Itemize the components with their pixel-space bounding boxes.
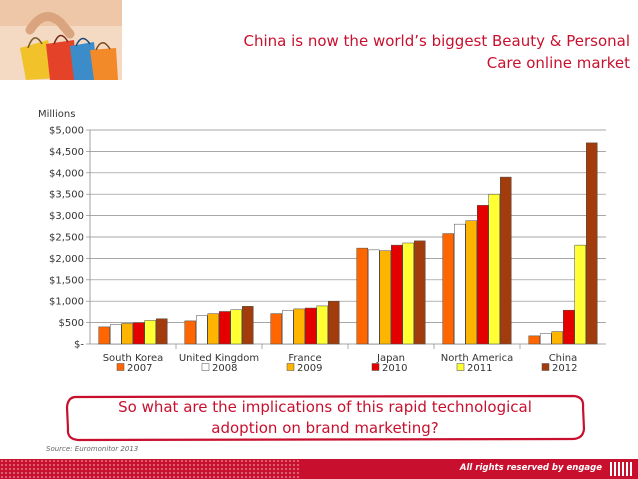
source-note: Source: Euromonitor 2013 <box>46 445 139 453</box>
bar <box>551 331 563 345</box>
callout-box <box>65 394 586 442</box>
bar <box>563 309 575 345</box>
x-tick-label: China <box>549 353 578 364</box>
page-title: China is now the world’s biggest Beauty … <box>160 30 630 74</box>
bars <box>98 142 598 345</box>
legend-label: 2009 <box>297 363 322 374</box>
bar <box>230 309 242 345</box>
bar <box>328 300 340 345</box>
x-tick-label: North America <box>441 353 513 364</box>
x-tick-label: South Korea <box>103 353 164 364</box>
bar <box>368 249 380 345</box>
y-tick-label: $500 <box>59 318 84 329</box>
legend: 2007 2008 2009 2010 2011 2012 <box>116 363 577 374</box>
bar <box>454 223 466 345</box>
y-tick-label: $2,000 <box>49 254 84 265</box>
bar <box>98 326 110 345</box>
bar <box>156 318 168 345</box>
bar <box>465 220 477 345</box>
legend-label: 2012 <box>552 363 577 374</box>
bar <box>391 244 403 345</box>
y-axis-ticks: $- $500 $1,000 $1,500 $2,000 $2,500 $3,000 $3,5… <box>49 126 84 351</box>
gridlines <box>86 129 606 349</box>
bar <box>356 247 368 345</box>
bar <box>574 244 586 345</box>
title-line-1: China is now the world’s biggest Beauty … <box>243 32 630 50</box>
footer-text: All rights reserved by engage <box>459 463 602 473</box>
legend-swatch <box>371 363 380 371</box>
legend-swatch <box>286 363 295 371</box>
footer-dot-pattern <box>0 459 300 479</box>
x-tick-label: United Kingdom <box>179 353 259 364</box>
y-tick-label: $1,500 <box>49 275 84 286</box>
bar <box>207 313 219 345</box>
bar <box>242 306 254 345</box>
bar <box>379 250 391 345</box>
bar <box>540 333 552 345</box>
x-tick-label: France <box>288 353 321 364</box>
legend-swatch <box>541 363 550 371</box>
footer-bar: All rights reserved by engage <box>0 459 638 479</box>
bar <box>110 324 122 345</box>
bar <box>282 310 294 345</box>
callout-line-1: So what are the implications of this rap… <box>118 398 532 416</box>
bar-chart: Millions $-$500$1,000$1,500$2,000$2,500$… <box>38 109 606 374</box>
bar <box>477 205 489 345</box>
legend-label: 2011 <box>467 363 492 374</box>
bar <box>196 315 208 345</box>
y-tick-label: $1,000 <box>49 297 84 308</box>
bar <box>316 305 328 345</box>
barcode-icon <box>610 462 632 476</box>
legend-label: 2008 <box>212 363 237 374</box>
bar <box>528 335 540 345</box>
bar <box>144 320 156 345</box>
y-tick-label: $5,000 <box>49 126 84 137</box>
callout-text: So what are the implications of this rap… <box>62 397 588 439</box>
bar <box>442 233 454 345</box>
x-tick-label: Japan <box>376 353 405 364</box>
legend-swatch <box>116 363 125 371</box>
y-tick-label: $2,500 <box>49 233 84 244</box>
legend-label: 2010 <box>382 363 407 374</box>
y-tick-label: $4,500 <box>49 147 84 158</box>
bar <box>414 240 426 345</box>
y-tick-label: $3,500 <box>49 190 84 201</box>
bar <box>184 320 196 345</box>
bar <box>586 142 598 345</box>
bar <box>293 308 305 345</box>
bar <box>488 193 500 345</box>
bar <box>219 311 231 345</box>
y-tick-label: $3,000 <box>49 211 84 222</box>
shopping-bags-image <box>0 0 122 80</box>
y-unit-label: Millions <box>38 109 75 120</box>
y-tick-label: $- <box>74 340 84 351</box>
x-axis-ticks: South Korea United Kingdom France Japan Nort… <box>103 353 578 364</box>
bar <box>305 307 317 345</box>
legend-swatch <box>456 363 465 371</box>
bar <box>121 323 133 345</box>
y-tick-label: $4,000 <box>49 168 84 179</box>
legend-label: 2007 <box>127 363 152 374</box>
callout-line-2: adoption on brand marketing? <box>211 419 439 437</box>
title-line-2: Care online market <box>486 54 630 72</box>
bar <box>500 176 512 345</box>
legend-swatch <box>201 363 210 371</box>
bar <box>402 242 414 345</box>
bar <box>133 322 145 345</box>
bar <box>270 313 282 345</box>
